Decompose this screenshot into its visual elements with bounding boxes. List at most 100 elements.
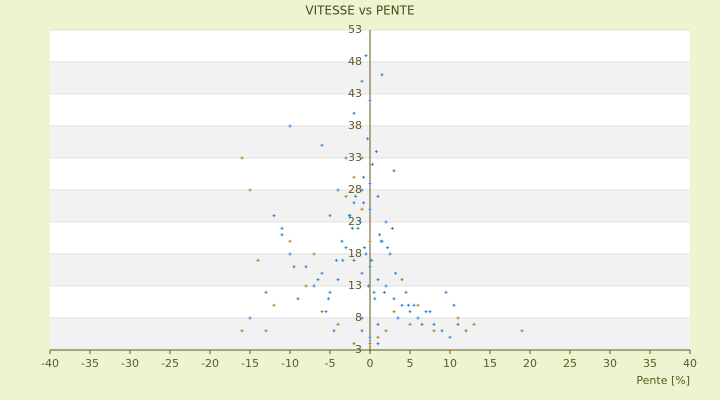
point xyxy=(364,252,368,256)
x-tick-label: 20 xyxy=(523,357,537,370)
point xyxy=(320,143,324,147)
point xyxy=(324,310,328,314)
x-tick-label: -40 xyxy=(41,357,59,370)
point xyxy=(248,188,252,192)
point xyxy=(440,329,444,333)
point xyxy=(444,290,448,294)
point xyxy=(416,303,420,307)
point xyxy=(416,316,420,320)
point xyxy=(360,207,364,211)
x-tick-label: 0 xyxy=(367,357,374,370)
point xyxy=(390,226,394,230)
point xyxy=(366,137,370,141)
point xyxy=(364,54,368,58)
point xyxy=(280,233,284,237)
point xyxy=(368,239,372,243)
x-tick-label: 25 xyxy=(563,357,577,370)
point xyxy=(432,322,436,326)
x-tick-label: 5 xyxy=(407,357,414,370)
x-tick-label: -30 xyxy=(121,357,139,370)
point xyxy=(380,73,384,77)
point xyxy=(340,239,344,243)
point xyxy=(408,310,412,314)
point xyxy=(360,271,364,275)
point xyxy=(373,297,377,301)
point xyxy=(362,175,366,179)
y-tick-label: 48 xyxy=(348,55,362,68)
point xyxy=(362,246,366,250)
point xyxy=(404,290,408,294)
y-tick-label: 53 xyxy=(348,23,362,36)
point xyxy=(350,226,354,230)
point xyxy=(328,214,332,218)
point xyxy=(392,310,396,314)
point xyxy=(456,322,460,326)
point xyxy=(344,246,348,250)
point xyxy=(344,156,348,160)
point xyxy=(360,79,364,83)
point xyxy=(356,226,360,230)
point xyxy=(288,239,292,243)
y-tick-label: 28 xyxy=(348,183,362,196)
point xyxy=(382,290,386,294)
point xyxy=(368,182,372,186)
point xyxy=(408,322,412,326)
point xyxy=(352,111,356,115)
point xyxy=(341,258,345,262)
point xyxy=(240,329,244,333)
x-tick-label: -25 xyxy=(161,357,179,370)
point xyxy=(360,316,364,320)
point xyxy=(320,271,324,275)
point xyxy=(264,329,268,333)
point xyxy=(384,284,388,288)
point xyxy=(352,342,356,346)
point xyxy=(358,220,362,224)
point xyxy=(379,239,383,243)
point xyxy=(376,335,380,339)
point xyxy=(368,265,372,269)
y-tick-label: 38 xyxy=(348,119,362,132)
point xyxy=(420,322,424,326)
point xyxy=(378,233,382,237)
point xyxy=(312,284,316,288)
point xyxy=(472,322,476,326)
point xyxy=(396,316,400,320)
point xyxy=(464,329,468,333)
point xyxy=(360,329,364,333)
point xyxy=(320,310,324,314)
point xyxy=(384,220,388,224)
point xyxy=(366,284,370,288)
point xyxy=(352,258,356,262)
point xyxy=(360,188,364,192)
point xyxy=(326,297,330,301)
point xyxy=(240,156,244,160)
point xyxy=(400,303,404,307)
x-tick-label: -5 xyxy=(325,357,336,370)
point xyxy=(272,303,276,307)
point xyxy=(312,252,316,256)
point xyxy=(368,335,372,339)
point xyxy=(392,169,396,173)
chart-title: VITESSE vs PENTE xyxy=(305,4,414,18)
point xyxy=(316,278,320,282)
point xyxy=(328,290,332,294)
point xyxy=(354,194,358,198)
point xyxy=(412,303,416,307)
point xyxy=(448,335,452,339)
point xyxy=(520,329,524,333)
point xyxy=(372,290,376,294)
point xyxy=(400,278,404,282)
point xyxy=(272,214,276,218)
point xyxy=(368,342,372,346)
x-tick-label: 35 xyxy=(643,357,657,370)
point xyxy=(256,258,260,262)
point xyxy=(452,303,456,307)
point xyxy=(336,188,340,192)
point xyxy=(362,201,366,205)
point xyxy=(332,329,336,333)
point xyxy=(428,310,432,314)
x-tick-label: -20 xyxy=(201,357,219,370)
point xyxy=(368,98,372,102)
